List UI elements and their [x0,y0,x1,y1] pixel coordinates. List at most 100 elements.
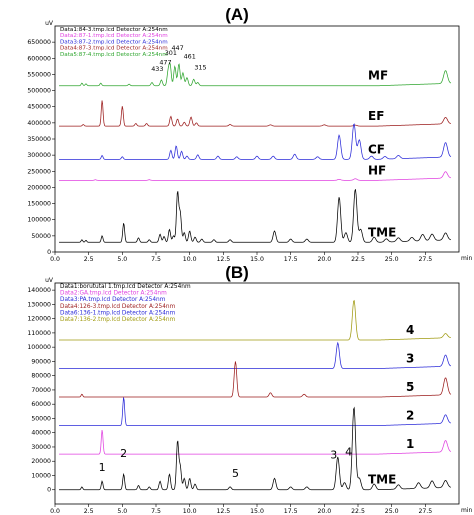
series-name-label: EF [368,109,384,123]
y-tick-label: 0 [47,249,51,256]
peak-annotation: 5 [232,467,239,480]
y-tick-label: 70000 [31,387,51,394]
legend-entry: Data3:PA.tmp.lcd Detector A:254nm [60,297,166,303]
x-tick-label: 17.5 [284,508,298,515]
x-tick-label: 22.5 [351,508,365,515]
legend-entry: Data3:87-2.tmp.lcd Detector A:254nm [60,39,168,45]
y-tick-label: 50000 [31,233,51,240]
peak-annotation: 301 [165,49,177,57]
x-unit-label: min [461,507,473,514]
series-trace-3 [59,341,452,369]
y-tick-label: 650000 [27,39,51,46]
x-tick-label: 7.5 [151,256,161,263]
panel-a-letter: (A) [225,5,249,24]
legend-entry: Data2:GA.tmp.lcd Detector A:254nm [60,291,167,297]
x-tick-label: 5.0 [117,256,127,263]
series-trace-hf [59,171,452,181]
y-tick-label: 120000 [27,316,51,323]
legend-entry: Data6:136-1.tmp.lcd Detector A:254nm [60,310,176,316]
x-tick-label: 0.0 [50,508,60,515]
y-tick-label: 20000 [31,458,51,465]
series-name-label: 5 [406,380,414,394]
peak-annotation: 2 [120,447,127,460]
y-tick-label: 400000 [27,120,51,127]
panel-a: (A) uVmin6500006000005500005000004500004… [27,5,472,263]
series-name-label: TME [368,225,396,239]
peak-annotation: 3 [330,448,337,461]
series-trace-ef [59,100,452,127]
y-tick-label: 0 [47,487,51,494]
legend-entry: Data5:87-4.tmp.lcd Detector A:254nm [60,52,168,58]
series-name-label: HF [368,163,386,177]
y-tick-label: 50000 [31,415,51,422]
peak-annotation: 433 [151,65,163,73]
x-tick-label: 22.5 [351,256,365,263]
x-tick-label: 25.0 [385,256,399,263]
x-tick-label: 20.0 [317,508,331,515]
y-tick-label: 500000 [27,88,51,95]
x-tick-label: 15.0 [250,508,264,515]
y-tick-label: 110000 [27,330,51,337]
x-tick-label: 10.0 [183,256,197,263]
y-tick-label: 90000 [31,358,51,365]
legend-entry: Data1:84-3.tmp.lcd Detector A:254nm [60,27,168,33]
y-tick-label: 100000 [27,344,51,351]
y-tick-label: 300000 [27,152,51,159]
x-tick-label: 20.0 [317,256,331,263]
series-trace-mf [59,61,452,87]
panel-b: (B) uVmin1400001300001200001100001000009… [27,263,472,515]
x-tick-label: 0.0 [50,256,60,263]
y-tick-label: 130000 [27,301,51,308]
series-trace-5 [59,361,452,398]
series-trace-cf [59,123,452,160]
y-tick-label: 30000 [31,444,51,451]
series-name-label: 1 [406,437,414,451]
x-tick-label: 25.0 [385,508,399,515]
x-tick-label: 10.0 [183,508,197,515]
peak-annotation: 1 [99,461,106,474]
x-tick-label: 15.0 [250,256,264,263]
peak-annotation: 447 [171,44,183,52]
peak-annotation: 477 [159,59,171,67]
series-name-label: MF [368,69,388,83]
y-tick-label: 10000 [31,472,51,479]
x-tick-label: 2.5 [84,256,94,263]
peak-annotation: 4 [345,446,352,459]
y-unit-label: uV [45,277,54,284]
x-tick-label: 12.5 [216,256,230,263]
x-tick-label: 5.0 [117,508,127,515]
x-tick-label: 2.5 [84,508,94,515]
y-tick-label: 350000 [27,136,51,143]
legend-entry: Data4:126-3.tmp.lcd Detector A:254nm [60,304,176,310]
legend-entry: Data4:87-3.tmp.lcd Detector A:254nm [60,46,168,52]
legend-entry: Data7:136-2.tmp.lcd Detector A:254nm [60,317,176,323]
x-tick-label: 12.5 [216,508,230,515]
legend-entry: Data2:87-1.tmp.lcd Detector A:254nm [60,33,168,39]
series-name-label: 4 [406,323,414,337]
y-tick-label: 250000 [27,168,51,175]
legend-entry: Data1:borututal 1.tmp.lcd Detector A:254… [60,284,191,290]
y-tick-label: 550000 [27,71,51,78]
peak-annotation: 461 [184,52,196,60]
y-tick-label: 200000 [27,184,51,191]
series-name-label: 3 [406,352,414,366]
series-trace-2 [59,397,452,426]
series-trace-4 [59,299,451,341]
x-tick-label: 27.5 [418,508,432,515]
y-tick-label: 600000 [27,55,51,62]
series-name-label: 2 [406,409,414,423]
x-tick-label: 17.5 [284,256,298,263]
panel-b-letter: (B) [225,263,249,282]
y-tick-label: 40000 [31,430,51,437]
x-tick-label: 7.5 [151,508,161,515]
y-tick-label: 140000 [27,287,51,294]
series-trace-1 [59,429,452,455]
y-tick-label: 450000 [27,104,51,111]
peak-annotation: 315 [194,64,206,72]
x-tick-label: 27.5 [418,256,432,263]
y-tick-label: 60000 [31,401,51,408]
series-name-label: CF [368,142,385,156]
series-name-label: TME [368,473,396,487]
y-tick-label: 150000 [27,201,51,208]
